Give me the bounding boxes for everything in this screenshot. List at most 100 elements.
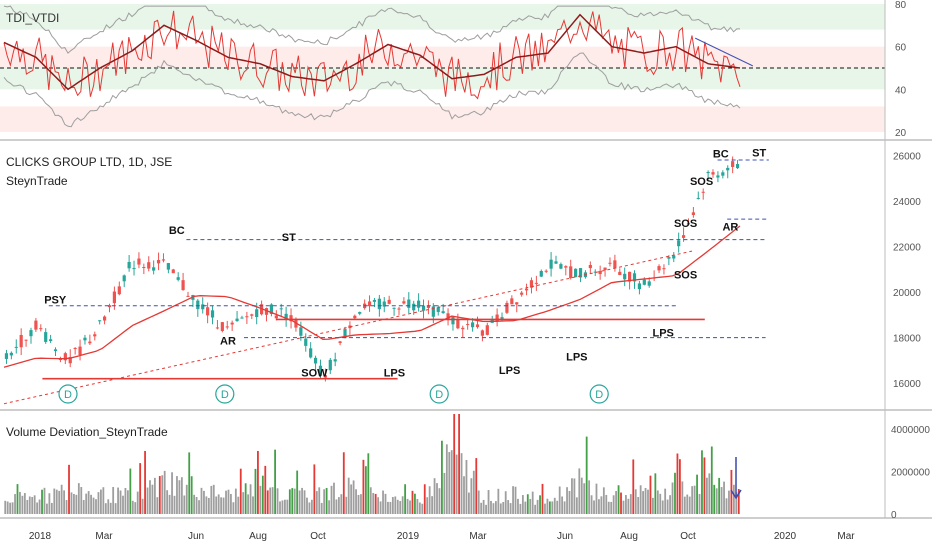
- volume-bar: [394, 496, 397, 514]
- volume-bar: [418, 502, 421, 514]
- volume-bar: [259, 485, 262, 514]
- candle-body: [29, 330, 33, 337]
- candle-body: [34, 320, 38, 330]
- price-panel[interactable]: 16000 18000 20000 22000 24000 26000 PSY BC ST AR S…: [0, 148, 932, 411]
- candle-body: [353, 315, 357, 319]
- volume-bar: [188, 452, 191, 514]
- candle-body: [112, 291, 116, 304]
- volume-bar: [674, 472, 676, 514]
- candle-body: [485, 325, 489, 335]
- candle-body: [156, 259, 161, 264]
- volume-bar: [195, 497, 198, 514]
- dividend-marker-label: D: [435, 389, 443, 401]
- candle-body: [677, 240, 681, 247]
- volume-bar: [48, 493, 51, 514]
- candle-body: [731, 161, 735, 167]
- volume-bar: [41, 489, 43, 514]
- volume-bar: [529, 498, 532, 514]
- volume-bar: [19, 491, 21, 514]
- candle-body: [451, 316, 455, 325]
- candle-body: [240, 317, 244, 319]
- volume-bar: [151, 484, 154, 514]
- tdi-title: TDI_VTDI: [6, 11, 59, 25]
- candle-body: [201, 304, 205, 310]
- candle-body: [367, 301, 372, 307]
- volume-bar: [158, 476, 161, 514]
- time-tick-label: 2019: [397, 531, 420, 542]
- volume-bar: [588, 480, 591, 514]
- volume-bar: [90, 494, 92, 514]
- volume-bar: [426, 497, 429, 514]
- volume-bar: [485, 504, 487, 514]
- volume-bar: [735, 492, 738, 514]
- volume-bar: [605, 494, 608, 514]
- volume-bar: [320, 502, 323, 514]
- volume-bar: [325, 488, 328, 514]
- volume-bar: [357, 494, 360, 514]
- volume-bar: [620, 492, 622, 514]
- candle-body: [421, 305, 426, 311]
- volume-bar: [460, 453, 463, 514]
- candle-body: [215, 327, 220, 329]
- time-tick-label: Oct: [310, 531, 326, 542]
- candle-body: [122, 275, 126, 282]
- candle-body: [264, 308, 269, 315]
- volume-bar: [534, 504, 537, 514]
- volume-bar: [470, 478, 473, 514]
- volume-bar: [28, 496, 31, 514]
- candle-body: [309, 348, 313, 358]
- volume-bar: [215, 496, 218, 514]
- volume-bar: [114, 503, 117, 514]
- volume-bar: [261, 475, 264, 514]
- volume-bar: [227, 489, 230, 514]
- volume-bar: [404, 484, 407, 514]
- volume-bar: [220, 497, 223, 514]
- volume-bar: [310, 499, 313, 514]
- volume-bar: [85, 493, 88, 514]
- volume-bar: [723, 481, 725, 514]
- volume-bar: [539, 495, 541, 514]
- volume-bar: [647, 489, 649, 514]
- volume-bar: [526, 494, 529, 514]
- candle-body: [358, 312, 362, 314]
- wyckoff-label: ST: [752, 148, 766, 160]
- volume-bar: [568, 490, 571, 514]
- volume-bar: [43, 487, 46, 514]
- candle-body: [392, 307, 396, 309]
- candle-body: [647, 281, 651, 286]
- volume-bar: [502, 501, 505, 514]
- candle-body: [88, 341, 92, 344]
- candle-body: [44, 332, 48, 342]
- time-tick-label: Mar: [469, 531, 487, 542]
- volume-panel[interactable]: 0 2000000 4000000: [0, 414, 932, 521]
- candle-body: [176, 277, 180, 280]
- candle-body: [456, 318, 460, 329]
- candle-body: [696, 197, 700, 199]
- candle-body: [269, 304, 274, 314]
- price-tick-label: 22000: [893, 243, 921, 254]
- volume-bar: [369, 487, 372, 514]
- price-tick-label: 24000: [893, 197, 921, 208]
- candle-body: [475, 324, 480, 328]
- volume-bar: [355, 489, 357, 514]
- volume-bar: [382, 490, 384, 514]
- candle-body: [495, 314, 499, 322]
- volume-bar: [710, 446, 713, 514]
- volume-bar: [330, 485, 333, 514]
- time-axis: 2018 Mar Jun Aug Oct 2019 Mar Jun Aug Oct 2020 Mar: [29, 0, 886, 542]
- volume-bar: [494, 501, 497, 514]
- candle-body: [63, 353, 67, 361]
- volume-bar: [9, 502, 12, 514]
- candle-body: [534, 282, 538, 284]
- volume-bar: [602, 487, 605, 514]
- candle-body: [343, 329, 347, 339]
- volume-bar: [205, 496, 208, 514]
- candle-body: [500, 317, 504, 319]
- volume-bar: [696, 474, 698, 514]
- volume-bar: [477, 490, 480, 514]
- candle-body: [593, 271, 597, 273]
- candle-body: [632, 273, 637, 282]
